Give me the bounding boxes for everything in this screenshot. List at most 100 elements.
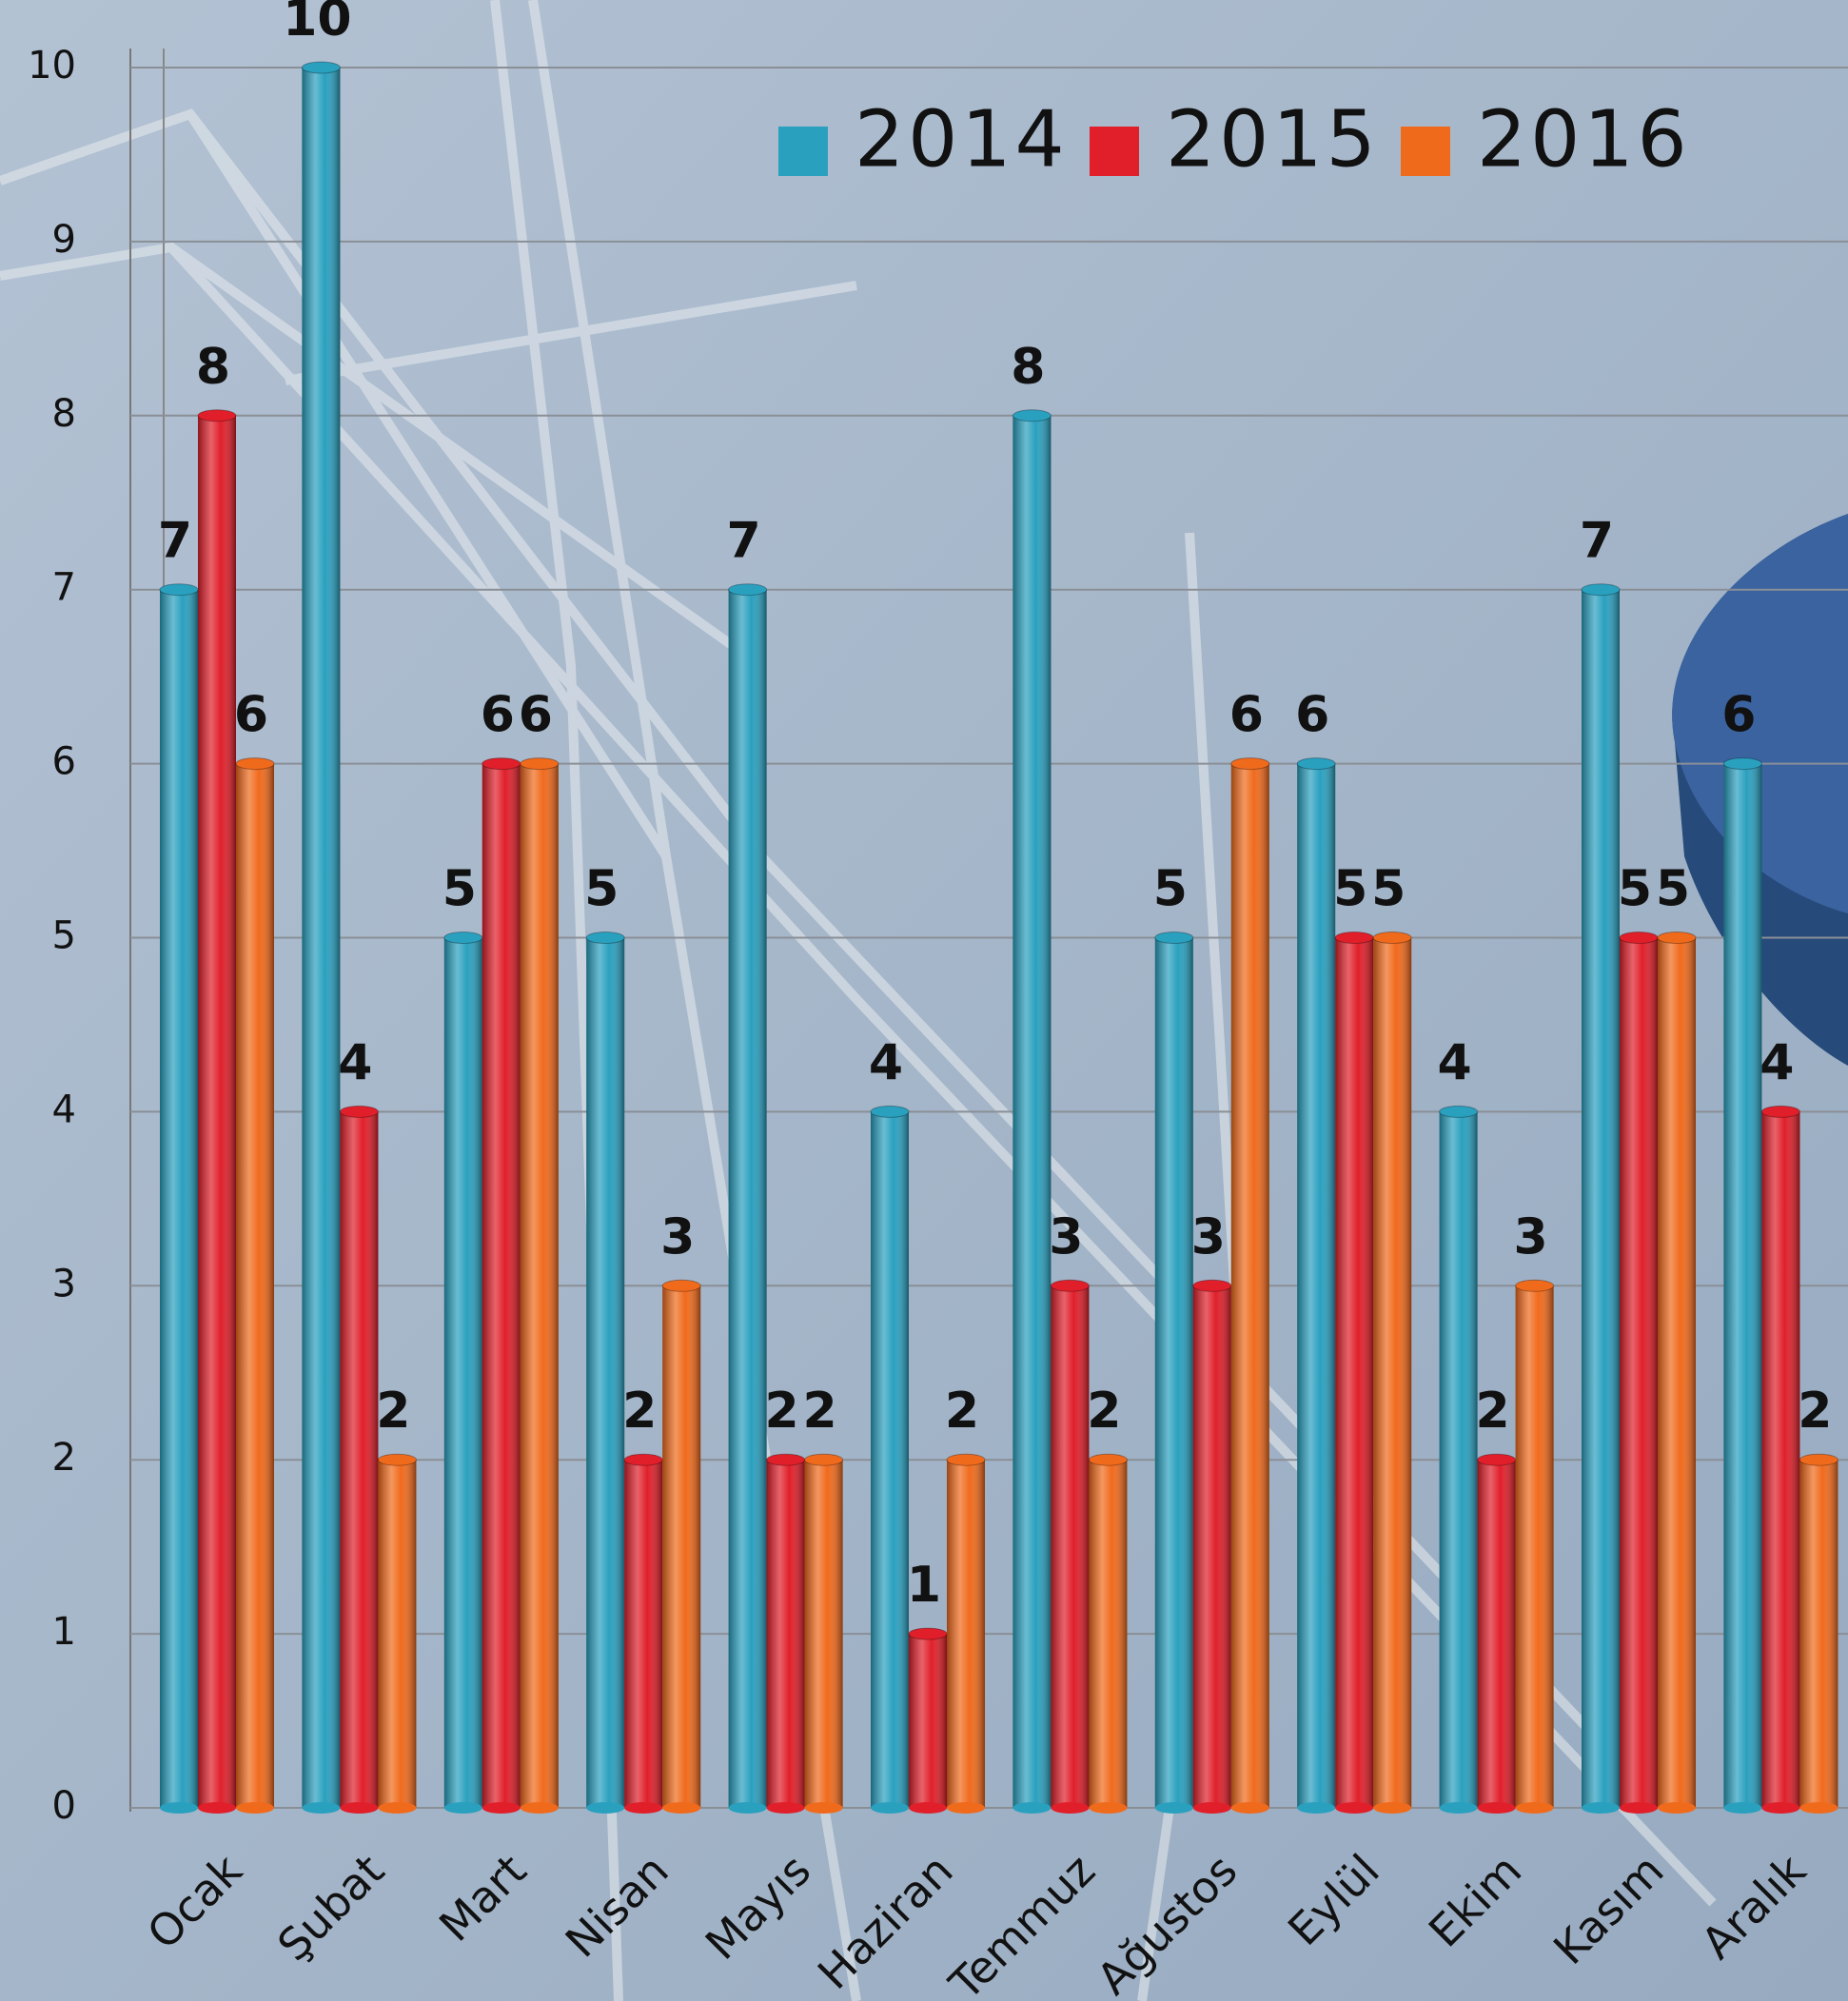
value-label: 2 [945,1383,979,1440]
value-label: 6 [519,687,553,744]
bar-base [1761,1802,1800,1814]
bar-cap [1439,1105,1479,1118]
value-label: 8 [1011,339,1045,396]
bar-base [1230,1802,1269,1814]
bar-shade [1477,1460,1516,1808]
bar-base [443,1802,482,1814]
bar-base [1799,1802,1838,1814]
bar-cap [661,1279,701,1292]
bar-base [947,1802,985,1814]
bar-shade [728,589,767,1809]
bar-cap [1050,1279,1090,1292]
value-label: 8 [196,339,230,396]
bar-base [1515,1802,1554,1814]
bar-cap [1515,1279,1555,1292]
bar-shade [1089,1460,1128,1808]
bar-shade [520,763,559,1808]
bar-base [1335,1802,1374,1814]
bar-base [1154,1802,1193,1814]
bar-shade [804,1460,843,1808]
value-label: 6 [1295,687,1329,744]
bar-cap [301,61,341,74]
bar-cap [1760,1105,1800,1118]
bar-base [1439,1802,1478,1814]
bar-base [766,1802,805,1814]
value-label: 6 [1229,687,1264,744]
value-label: 5 [1656,861,1690,918]
value-label: 6 [481,687,515,744]
legend-label: 2014 [855,94,1069,185]
bar-base [1620,1802,1658,1814]
legend-label: 2016 [1477,94,1691,185]
value-label: 4 [1438,1034,1472,1091]
y-tick-label: 8 [52,392,76,436]
bar-base [624,1802,663,1814]
value-label: 6 [1721,687,1756,744]
value-label: 7 [158,513,192,570]
legend-swatch [778,127,828,176]
bar-shade [340,1111,379,1808]
bar-base [909,1802,947,1814]
bar-shade [1297,763,1336,1808]
value-label: 3 [1514,1208,1548,1265]
legend: 2014 2015 2016 [778,94,1691,185]
bar-base [340,1802,379,1814]
y-tick-label: 3 [52,1262,76,1305]
bar-shade [1658,937,1696,1808]
value-label: 5 [1618,861,1652,918]
value-label: 2 [376,1383,410,1440]
bar-cap [1192,1279,1232,1292]
bar-base [198,1802,236,1814]
bar-shade [378,1460,417,1808]
bar-cap [1799,1453,1838,1466]
bar-cap [1334,932,1374,944]
bar-base [586,1802,625,1814]
legend-swatch [1090,127,1139,176]
value-label: 6 [234,687,268,744]
bar-shade [624,1460,663,1808]
bar-base [1089,1802,1128,1814]
bar-cap [585,932,625,944]
bar-shade [236,763,274,1808]
bar-shade [1439,1111,1478,1808]
value-label: 2 [1087,1383,1121,1440]
bar-cap [766,1453,806,1466]
bar-base [662,1802,701,1814]
value-label: 2 [1476,1383,1510,1440]
bar-cap [870,1105,910,1118]
y-tick-label: 5 [52,914,76,958]
bar-base [1582,1802,1620,1814]
legend-swatch [1401,127,1450,176]
bar-base [728,1802,767,1814]
bar-cap [728,583,768,597]
value-label: 2 [622,1383,657,1440]
value-label: 3 [1191,1208,1226,1265]
bar-base [1297,1802,1336,1814]
bar-cap [1619,932,1659,944]
y-tick-label: 10 [28,44,76,88]
value-label: 3 [1049,1208,1083,1265]
bar-shade [1723,763,1762,1808]
bar-cap [159,583,199,597]
bar-cap [804,1453,844,1466]
bar-cap [1722,757,1762,771]
y-tick-label: 7 [52,566,76,610]
bar-cap [520,757,560,771]
bar-shade [586,937,625,1808]
bar-shade [1799,1460,1838,1808]
bar-cap [623,1453,663,1466]
value-label: 2 [1798,1383,1832,1440]
y-tick-label: 4 [52,1088,76,1131]
bar-shade [1620,937,1658,1808]
bar-base [236,1802,274,1814]
value-label: 7 [1580,513,1614,570]
bar-cap [1296,757,1336,771]
value-label: 10 [283,0,351,48]
bar-shade [302,68,341,1808]
bar-cap [377,1453,417,1466]
bar-shade [909,1634,947,1808]
bar-shade [1335,937,1374,1808]
bar-cap [443,932,483,944]
bar-shade [1373,937,1412,1808]
